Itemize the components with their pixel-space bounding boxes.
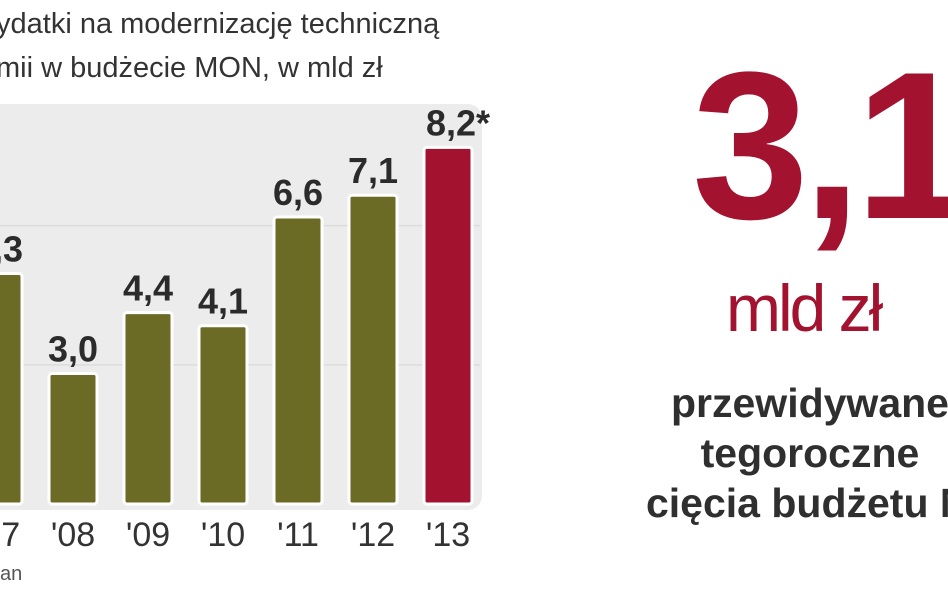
bar-07 xyxy=(0,272,24,506)
bar-13 xyxy=(422,145,474,506)
data-label: 8,2* xyxy=(426,102,490,143)
headline-number: 3,1 xyxy=(692,28,948,263)
data-label: 3,0 xyxy=(48,329,98,370)
x-tick-label: '12 xyxy=(351,516,395,554)
data-label: 5,3 xyxy=(0,229,23,270)
chart-title-line-2: mii w budżecie MON, w mld zł xyxy=(0,52,383,84)
x-tick-label: '13 xyxy=(426,516,470,554)
headline-caption-line-3: cięcia budżetu M xyxy=(645,480,948,526)
data-label: 4,4 xyxy=(123,268,173,309)
x-tick-label: '08 xyxy=(51,516,95,554)
headline-caption: przewidywane tegoroczne cięcia budżetu M xyxy=(640,378,948,528)
chart-title: ydatki na modernizację techniczną mii w … xyxy=(0,2,556,90)
chart-title-line-1: ydatki na modernizację techniczną xyxy=(0,8,440,40)
bar-08 xyxy=(47,372,99,506)
x-tick-label: '11 xyxy=(277,516,319,554)
data-label: 6,6 xyxy=(273,172,323,213)
data-label: 4,1 xyxy=(198,281,248,322)
headline-unit: mld zł xyxy=(726,271,883,345)
bar-11 xyxy=(272,215,324,506)
x-tick-label: '09 xyxy=(126,516,170,554)
x-tick-label: '10 xyxy=(201,516,245,554)
bar-10 xyxy=(197,324,249,506)
headline-caption-line-1: przewidywane xyxy=(671,380,948,426)
bar-chart: 5,3 '07 3,0 '08 4,4 '09 4,1 '10 6,6 '11 7,1 '12 8,2*… xyxy=(0,102,490,554)
bar-12 xyxy=(347,193,399,506)
bar-09 xyxy=(122,311,174,506)
headline-caption-line-2: tegoroczne xyxy=(700,430,920,476)
data-label: 7,1 xyxy=(348,150,398,191)
source-note: an xyxy=(0,563,23,585)
x-tick-label: '07 xyxy=(0,516,20,554)
